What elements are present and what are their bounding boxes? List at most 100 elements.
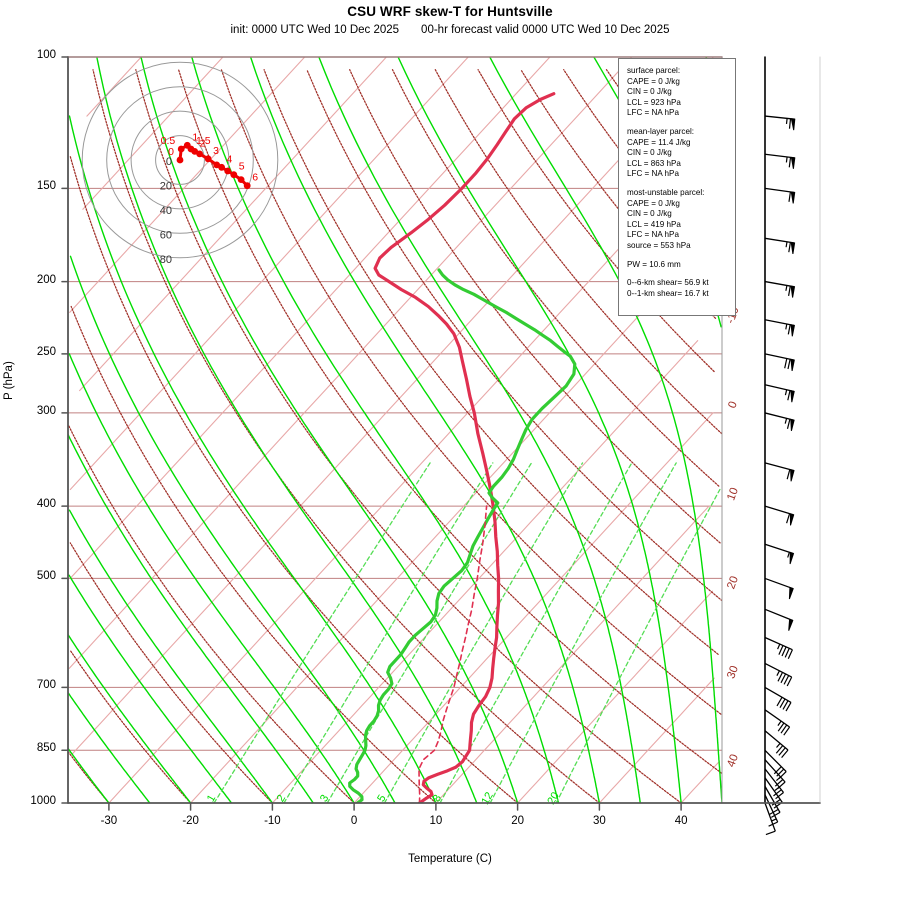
wind-barb-part bbox=[786, 469, 791, 480]
info-line: source = 553 hPa bbox=[627, 240, 691, 250]
hodograph-point-label: 4 bbox=[227, 153, 233, 165]
temperature-tick-label: -10 bbox=[264, 815, 281, 827]
wind-barb-part bbox=[769, 808, 779, 815]
hodograph bbox=[81, 61, 279, 259]
wind-barb-pennant bbox=[790, 358, 795, 371]
info-line: LCL = 863 hPa bbox=[627, 158, 681, 168]
wind-barb-part bbox=[774, 779, 784, 787]
dry-adiabat-line bbox=[135, 69, 682, 803]
mixing-ratio-line bbox=[489, 462, 677, 803]
wind-barb-part bbox=[788, 157, 792, 168]
isotherm-line bbox=[69, 57, 469, 491]
moist-adiabat-line bbox=[68, 433, 314, 803]
wind-barb-part bbox=[788, 242, 791, 253]
wind-barb-pennant bbox=[790, 156, 796, 169]
wind-barb-part bbox=[785, 156, 788, 163]
isotherm-edge-label: 0 bbox=[726, 400, 739, 410]
wind-barb bbox=[764, 786, 781, 818]
info-line: CIN = 0 J/kg bbox=[627, 209, 672, 219]
dry-adiabat-line bbox=[477, 69, 715, 373]
hodograph-point bbox=[230, 171, 238, 179]
pressure-tick-label: 700 bbox=[36, 679, 56, 692]
wind-barb-part bbox=[764, 319, 795, 327]
wind-barb-part bbox=[764, 802, 776, 832]
dewpoint-profile bbox=[348, 268, 577, 803]
hodograph-point bbox=[176, 156, 184, 164]
hodograph-point bbox=[218, 163, 226, 171]
wind-barb bbox=[764, 759, 786, 790]
dry-adiabat-line bbox=[69, 542, 274, 803]
mixing-ratio-line bbox=[383, 462, 584, 803]
wind-barb-part bbox=[786, 676, 793, 687]
pressure-tick-label: 250 bbox=[36, 345, 56, 358]
moist-adiabat-line bbox=[68, 115, 437, 803]
mixing-ratio-label: 3 bbox=[318, 793, 331, 804]
wind-barb-part bbox=[781, 749, 789, 758]
wind-barb bbox=[764, 730, 789, 758]
hodograph-point-label: 0.5 bbox=[161, 135, 176, 147]
isotherm-edge-label: 30 bbox=[725, 664, 741, 680]
wind-barb-part bbox=[764, 709, 790, 728]
wind-barb-part bbox=[770, 818, 777, 822]
info-line: CIN = 0 J/kg bbox=[627, 148, 672, 158]
wind-barb-part bbox=[764, 412, 795, 421]
wind-barb-part bbox=[776, 696, 783, 707]
wind-barb-part bbox=[784, 358, 788, 369]
wind-barb-part bbox=[784, 418, 788, 424]
isotherm-line bbox=[71, 57, 714, 755]
hodograph-ring-label: 60 bbox=[160, 229, 172, 241]
wind-barb bbox=[764, 505, 795, 526]
wind-barb bbox=[764, 662, 793, 687]
info-line: CAPE = 0 J/kg bbox=[627, 76, 680, 86]
moist-adiabat-line bbox=[68, 509, 274, 803]
isotherm-line bbox=[190, 246, 703, 803]
wind-barb-part bbox=[780, 724, 788, 734]
wind-barb-pennant bbox=[790, 191, 796, 204]
dry-adiabat-line bbox=[70, 305, 437, 803]
wind-barb-pennant bbox=[790, 241, 796, 254]
mixing-ratio-label: 5 bbox=[375, 793, 388, 804]
wind-barb-pennant bbox=[790, 324, 795, 337]
wind-barb-part bbox=[777, 722, 785, 732]
wind-barb-part bbox=[784, 648, 790, 658]
wind-barb bbox=[764, 237, 796, 254]
wind-barb-part bbox=[783, 675, 790, 685]
info-line: 0--1-km shear= 16.7 kt bbox=[627, 288, 709, 298]
mixing-ratio-label: 8 bbox=[431, 793, 444, 804]
isotherm-edge-label: 40 bbox=[725, 753, 741, 769]
wind-barb-pennant bbox=[789, 551, 795, 565]
wind-barb-part bbox=[764, 759, 786, 783]
info-line: LFC = NA hPa bbox=[627, 230, 679, 240]
wind-barb bbox=[764, 709, 791, 736]
wind-barb-part bbox=[764, 794, 779, 823]
isotherm-line bbox=[86, 57, 142, 117]
pressure-tick-label: 300 bbox=[36, 404, 56, 417]
moist-adiabat-line bbox=[191, 57, 560, 803]
isotherm-edge-label: 10 bbox=[725, 486, 741, 502]
pressure-tick-label: 100 bbox=[36, 49, 56, 61]
pressure-tick-label: 850 bbox=[36, 742, 56, 755]
info-line: surface parcel: bbox=[627, 66, 681, 75]
moist-adiabat-line bbox=[68, 747, 110, 803]
mixing-ratio-line bbox=[326, 462, 533, 803]
subtitle: init: 0000 UTC Wed 10 Dec 2025 00-hr fore… bbox=[0, 24, 900, 36]
wind-barb-part bbox=[785, 118, 788, 124]
moist-adiabat-line bbox=[68, 634, 192, 803]
info-line: 0--6-km shear= 56.9 kt bbox=[627, 278, 709, 288]
wind-barb-part bbox=[764, 543, 794, 555]
wind-barb-part bbox=[764, 115, 795, 120]
hodograph-point-label: 1 bbox=[192, 131, 198, 143]
parcel-info-box: surface parcel: CAPE = 0 J/kg CIN = 0 J/kg… bbox=[618, 58, 736, 316]
wind-barb-part bbox=[764, 237, 795, 244]
info-group-precipitable-water: PW = 10.6 mm bbox=[627, 260, 735, 271]
pressure-tick-label: 200 bbox=[36, 273, 56, 286]
hodograph-ring bbox=[155, 135, 205, 185]
wind-barb-part bbox=[764, 786, 781, 813]
wind-barb-part bbox=[773, 766, 782, 775]
temperature-tick-label: 30 bbox=[592, 815, 606, 827]
wind-barb-part bbox=[778, 747, 786, 756]
info-line: CAPE = 0 J/kg bbox=[627, 198, 680, 208]
mixing-ratio-label: 20 bbox=[545, 790, 562, 807]
info-line: CAPE = 11.4 J/kg bbox=[627, 137, 691, 147]
